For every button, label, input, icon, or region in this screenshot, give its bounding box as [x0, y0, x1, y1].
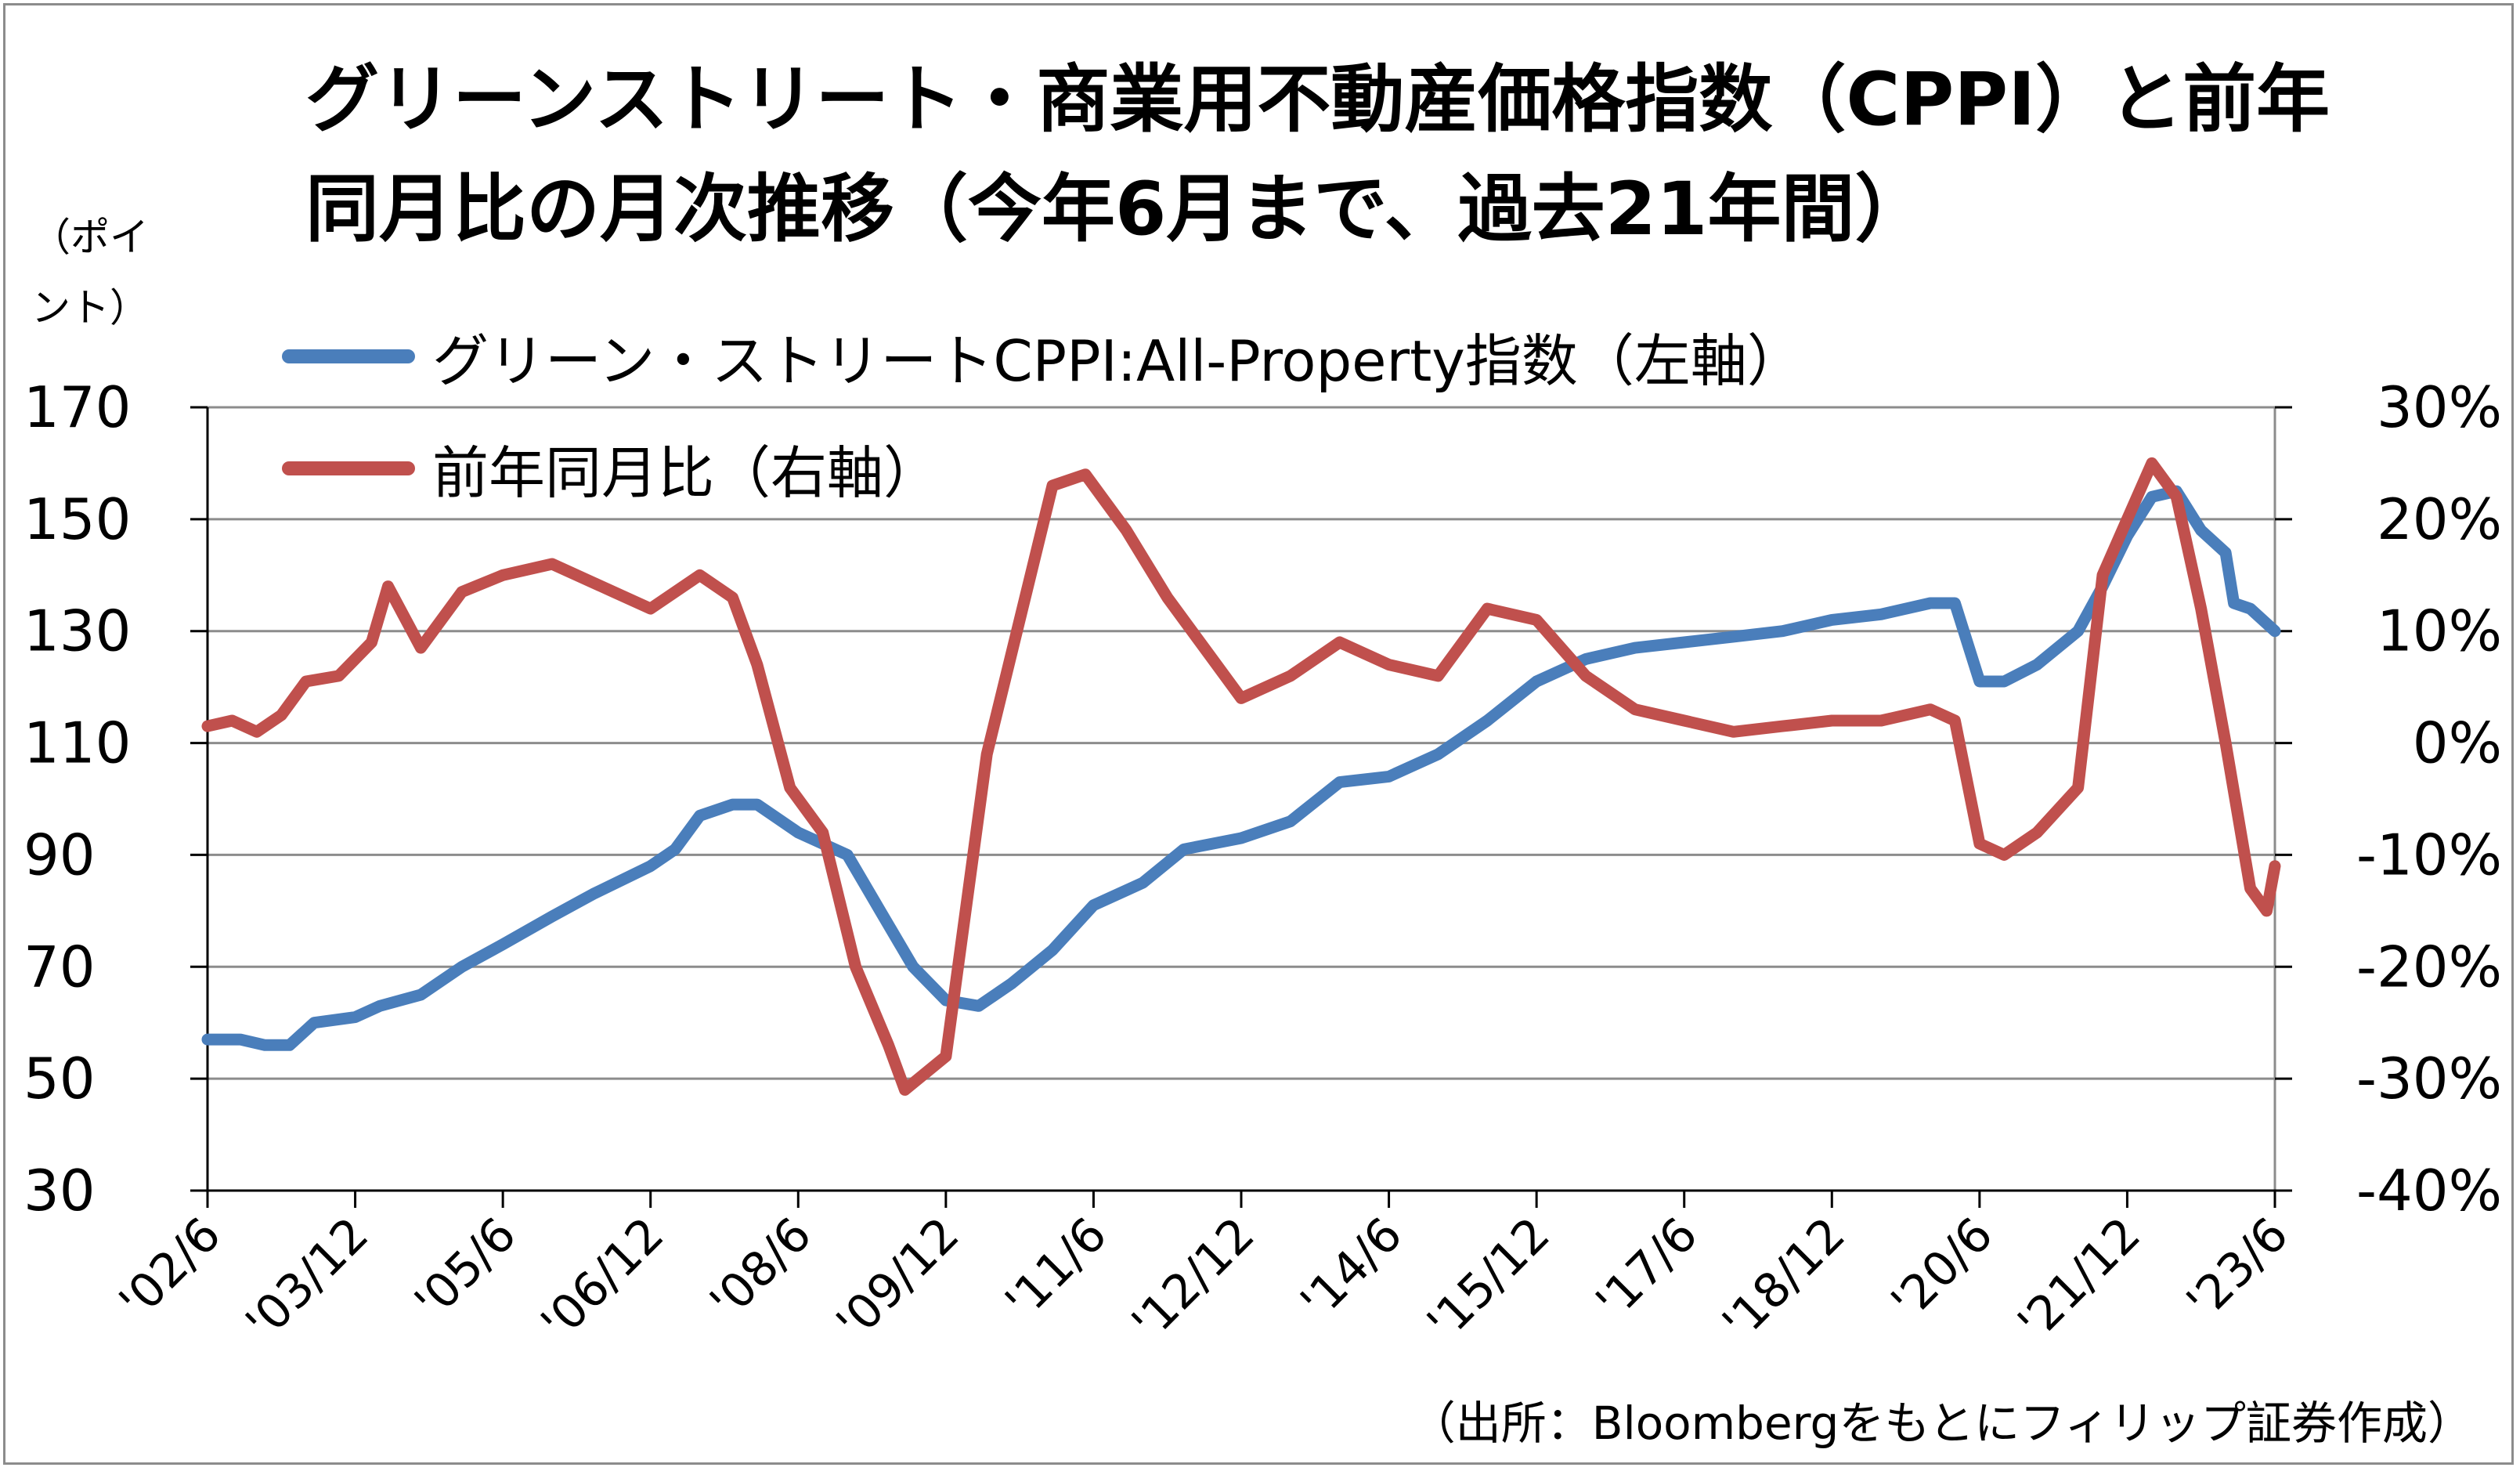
- legend-item-index: グリーン・ストリートCPPI:All-Property指数（左軸）: [282, 315, 1803, 397]
- y-left-tick-label: 150: [23, 486, 131, 552]
- y-right-tick-label: -10%: [2356, 822, 2502, 887]
- chart-frame: [3, 3, 2514, 1465]
- y-right-tick-label: 10%: [2377, 598, 2502, 664]
- x-tick-label: '18/12: [1712, 1207, 1855, 1350]
- chart-title: グリーンストリート・商業用不動産価格指数（CPPI）と前年 同月比の月次推移（今…: [305, 45, 2330, 265]
- x-tick-label: '21/12: [2008, 1207, 2151, 1350]
- y-right-tick-label: -20%: [2356, 934, 2502, 999]
- x-tick-label: '20/6: [1881, 1207, 2003, 1329]
- source-note: （出所：Bloombergをもとにフィリップ証券作成）: [1410, 1397, 2473, 1450]
- y-left-tick-label: 30: [23, 1158, 96, 1223]
- legend-item-yoy: 前年同月比（右軸）: [282, 427, 940, 509]
- y-right-tick-label: -40%: [2356, 1158, 2502, 1223]
- series-line-cppi-index: [201, 485, 2281, 1051]
- y-right-tick-label: 20%: [2377, 486, 2502, 552]
- x-tick-label: '17/6: [1586, 1207, 1708, 1329]
- x-tick-label: '08/6: [699, 1207, 821, 1329]
- y-left-tick-label: 70: [23, 934, 96, 999]
- y-left-tick-label: 130: [23, 598, 131, 664]
- x-tick-label: '02/6: [109, 1207, 231, 1329]
- y-right-tick-label: -30%: [2356, 1046, 2502, 1111]
- chart-title-line1: グリーンストリート・商業用不動産価格指数（CPPI）と前年: [305, 57, 2330, 143]
- legend-swatch-index: [282, 349, 415, 363]
- x-tick-label: '09/12: [826, 1207, 969, 1350]
- x-tick-label: '03/12: [236, 1207, 379, 1350]
- y-right-tick-label: 0%: [2413, 710, 2502, 776]
- x-tick-label: '14/6: [1291, 1207, 1413, 1329]
- x-tick-label: '05/6: [404, 1207, 526, 1329]
- x-tick-label: '12/12: [1121, 1207, 1265, 1350]
- y-left-tick-label: 170: [23, 374, 131, 440]
- x-tick-label: '06/12: [531, 1207, 674, 1350]
- y-left-tick-label: 110: [23, 710, 131, 776]
- legend-swatch-yoy: [282, 461, 415, 475]
- y-left-tick-label: 90: [23, 822, 96, 887]
- chart-title-line2: 同月比の月次推移（今年6月まで、過去21年間）: [305, 167, 1929, 252]
- x-tick-label: '23/6: [2176, 1207, 2298, 1329]
- x-tick-label: '11/6: [995, 1207, 1117, 1329]
- series-line-yoy-change: [201, 457, 2281, 1096]
- legend-label-index: グリーン・ストリートCPPI:All-Property指数（左軸）: [432, 328, 1803, 394]
- x-tick-label: '15/12: [1417, 1207, 1560, 1350]
- legend-label-yoy: 前年同月比（右軸）: [432, 440, 940, 506]
- y-left-tick-label: 50: [23, 1046, 96, 1111]
- left-axis-unit-label: （ポイ ント）: [31, 215, 149, 331]
- y-right-tick-label: 30%: [2377, 374, 2502, 440]
